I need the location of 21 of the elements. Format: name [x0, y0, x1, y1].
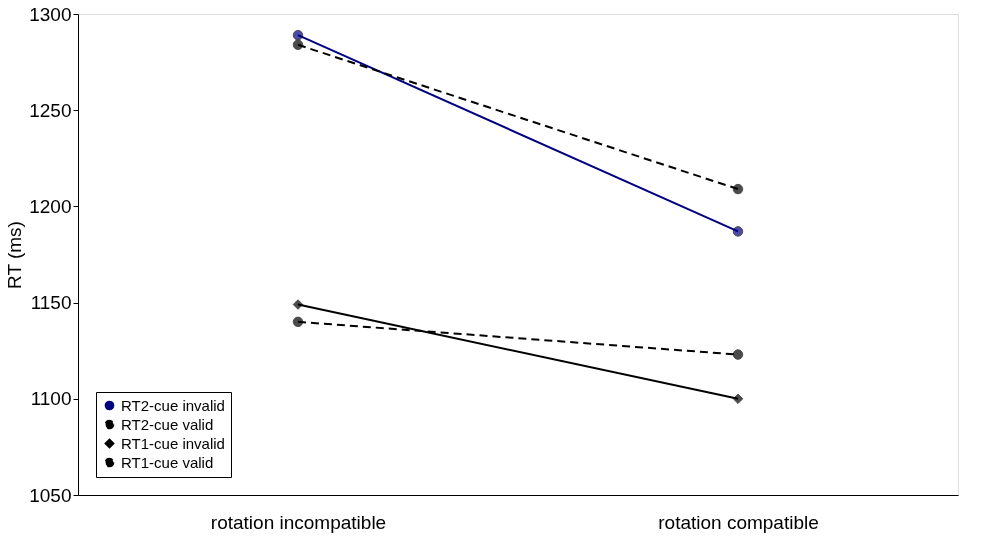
point — [732, 349, 744, 360]
legend-label: RT1-cue invalid — [121, 434, 225, 452]
y-tick-label: 1150 — [30, 292, 72, 314]
point — [732, 226, 744, 237]
y-tick-label: 1050 — [29, 484, 72, 506]
point — [292, 316, 304, 328]
point — [732, 393, 744, 405]
point — [292, 39, 304, 51]
y-tick-label: 1250 — [29, 99, 72, 121]
x-tick-label: rotation incompatible — [210, 511, 387, 533]
point — [732, 183, 744, 195]
y-tick-label: 1300 — [29, 3, 72, 25]
y-tick-label: 1200 — [29, 195, 72, 217]
y-tick-label: 1100 — [30, 388, 72, 410]
legend-label: RT1-cue valid — [121, 453, 214, 471]
point — [292, 29, 304, 41]
x-tick-label: rotation compatible — [658, 511, 819, 533]
y-axis-title: RT (ms) — [4, 221, 26, 289]
point — [292, 299, 304, 310]
legend-label: RT2-cue invalid — [121, 396, 225, 414]
legend-label: RT2-cue valid — [121, 415, 214, 433]
